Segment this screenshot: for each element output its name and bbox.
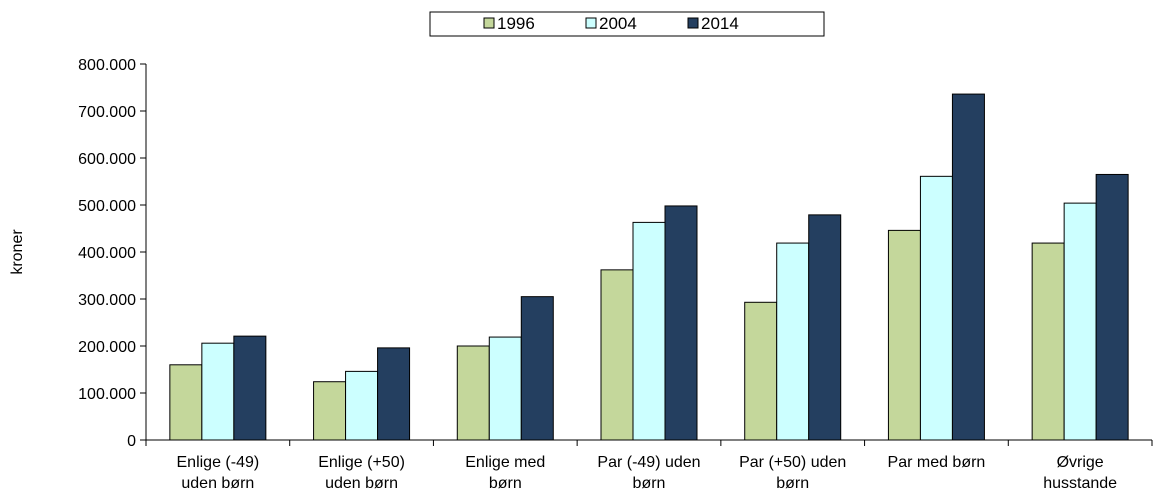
x-category-label: Enlige med: [465, 454, 545, 471]
bar-2004: [776, 242, 810, 441]
bar-2004: [488, 336, 522, 441]
bar-2014: [1095, 173, 1129, 441]
bar-2004: [919, 175, 953, 441]
bar-1996: [313, 381, 347, 441]
x-category-label: Enlige (-49): [177, 454, 260, 471]
x-category-label: Enlige (+50): [318, 454, 405, 471]
bar-2014: [664, 205, 698, 441]
bar-2004: [345, 370, 379, 441]
legend-label: 2014: [701, 14, 739, 33]
bar-2004: [1063, 202, 1097, 441]
bar-2004: [632, 221, 666, 441]
bar-2014: [233, 335, 267, 441]
legend-swatch: [483, 17, 495, 29]
x-category-label: Øvrige: [1057, 454, 1104, 471]
x-category-label: Par med børn: [888, 454, 986, 471]
y-tick-label: 800.000: [78, 57, 136, 74]
bar-2014: [377, 347, 411, 441]
y-tick-label: 300.000: [78, 292, 136, 309]
bar-2004: [201, 342, 235, 441]
legend-swatch: [585, 17, 597, 29]
y-tick-label: 100.000: [78, 386, 136, 403]
legend-swatch: [687, 17, 699, 29]
y-axis-title: kroner: [9, 229, 26, 275]
bar-1996: [456, 345, 490, 441]
y-axis: 0 100.000 200.000 300.000 400.000 500.000 600.…: [78, 57, 147, 450]
y-tick-label: 400.000: [78, 245, 136, 262]
legend-box: [429, 11, 825, 37]
bar-2014: [808, 214, 842, 441]
x-category-label: husstande: [1043, 475, 1117, 492]
x-category-label: uden børn: [325, 475, 398, 492]
bar-2014: [520, 296, 554, 441]
bar-1996: [600, 269, 634, 441]
bar-2014: [951, 93, 985, 441]
y-tick-label: 600.000: [78, 151, 136, 168]
legend-label: 1996: [497, 14, 535, 33]
bars: [169, 93, 1129, 441]
x-category-label: børn: [776, 475, 809, 492]
x-category-label: uden børn: [181, 475, 254, 492]
bar-1996: [887, 229, 921, 441]
bar-1996: [744, 301, 778, 441]
legend-label: 2004: [599, 14, 637, 33]
y-tick-label: 200.000: [78, 339, 136, 356]
x-category-label: Par (+50) uden: [739, 454, 846, 471]
legend: 1996 2004 2014: [429, 11, 825, 37]
x-category-label: Par (-49) uden: [597, 454, 700, 471]
x-category-label: børn: [633, 475, 666, 492]
y-tick-label: 500.000: [78, 198, 136, 215]
bar-1996: [169, 364, 203, 441]
y-tick-label: 700.000: [78, 104, 136, 121]
y-tick-label: 0: [127, 433, 136, 450]
bar-1996: [1031, 242, 1065, 441]
x-axis: Enlige (-49) uden børn Enlige (+50) uden bø…: [145, 439, 1153, 492]
x-category-label: børn: [489, 475, 522, 492]
